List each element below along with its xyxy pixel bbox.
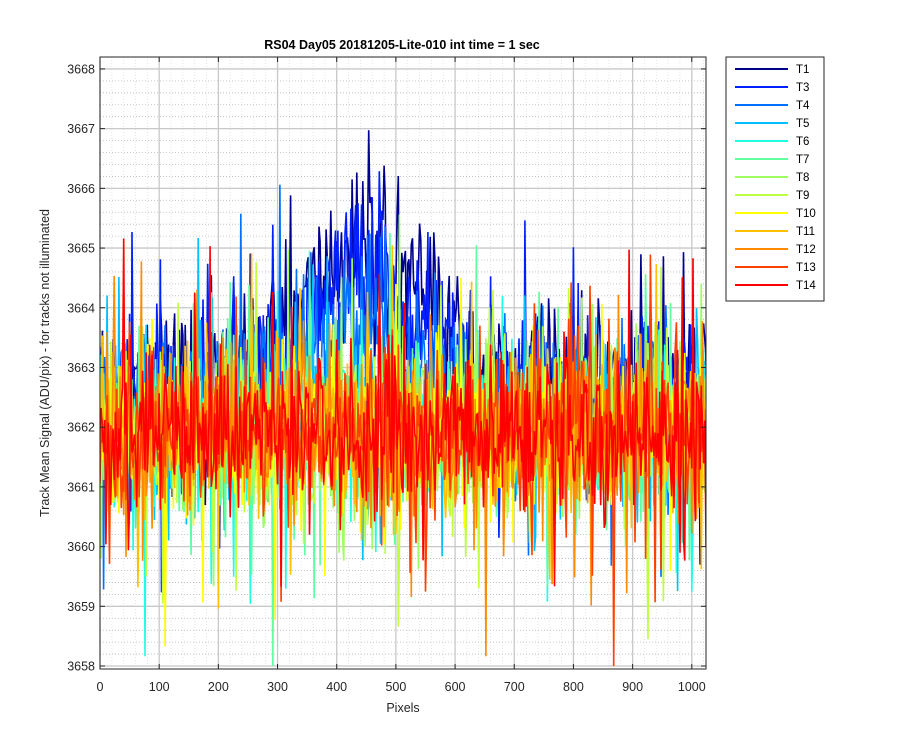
legend-entry-t10: T10 <box>796 208 816 220</box>
legend-entry-t13: T13 <box>796 262 816 274</box>
y-tick-label: 3658 <box>67 660 95 674</box>
y-tick-label: 3660 <box>67 540 95 554</box>
y-tick-label: 3664 <box>67 301 95 315</box>
y-tick-label: 3663 <box>67 361 95 375</box>
y-tick-label: 3661 <box>67 480 95 494</box>
x-tick-label: 700 <box>504 680 525 694</box>
x-axis-label: Pixels <box>386 701 419 715</box>
legend-entry-t6: T6 <box>796 136 809 148</box>
series-line-t14 <box>100 238 706 587</box>
legend-entry-t1: T1 <box>796 64 809 76</box>
legend-entry-t4: T4 <box>796 100 810 112</box>
x-tick-label: 100 <box>149 680 170 694</box>
y-tick-label: 3662 <box>67 421 95 435</box>
x-tick-label: 1000 <box>678 680 706 694</box>
x-tick-label: 800 <box>563 680 584 694</box>
x-tick-label: 500 <box>385 680 406 694</box>
legend-entry-t12: T12 <box>796 244 816 256</box>
legend-box <box>725 56 825 302</box>
y-tick-label: 3659 <box>67 600 95 614</box>
x-tick-label: 300 <box>267 680 288 694</box>
y-axis-label: Track Mean Signal (ADU/pix) - for tracks… <box>38 209 52 517</box>
legend-entry-t14: T14 <box>796 280 816 292</box>
series-layer <box>100 130 706 667</box>
y-tick-label: 3666 <box>67 182 95 196</box>
legend-entry-t11: T11 <box>796 226 815 238</box>
legend-entry-t9: T9 <box>796 190 809 202</box>
legend-entry-t5: T5 <box>796 118 809 130</box>
y-tick-label: 3667 <box>67 122 95 136</box>
x-tick-label: 0 <box>97 680 104 694</box>
plot-frame <box>99 56 707 670</box>
legend-entry-t7: T7 <box>796 154 809 166</box>
y-tick-label: 3665 <box>67 242 95 256</box>
x-tick-label: 200 <box>208 680 229 694</box>
y-tick-label: 3668 <box>67 62 95 76</box>
x-axis: 0 100 200 300 400 500 600 700 800 900 1000 <box>97 57 706 694</box>
y-axis: 3658 3659 3660 3661 3662 3663 3664 3665 3666 3667… <box>67 62 706 674</box>
x-tick-label: 900 <box>622 680 643 694</box>
legend-entry-t8: T8 <box>796 172 809 184</box>
chart-title: RS04 Day05 20181205-Lite-010 int time = … <box>264 38 540 52</box>
x-tick-label: 400 <box>326 680 347 694</box>
legend[interactable]: T1 T3 T4 T5 T6 T7 T8 T9 T10 T11 T12 T13 T14 <box>725 56 825 302</box>
x-tick-label: 600 <box>445 680 466 694</box>
legend-entry-t3: T3 <box>796 82 809 94</box>
